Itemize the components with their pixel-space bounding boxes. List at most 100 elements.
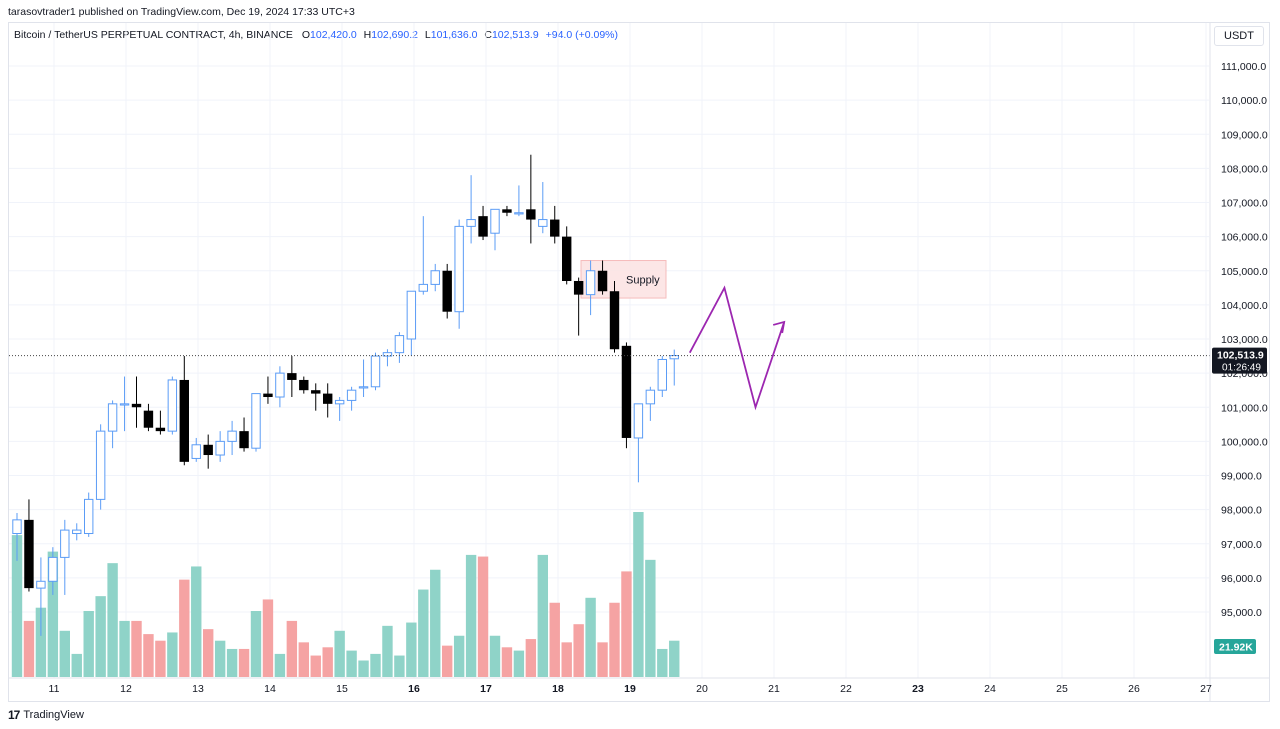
candle [179, 356, 189, 466]
price-tick-label: 100,000.0 [1221, 436, 1268, 448]
candle-body [60, 529, 70, 558]
volume-bar [370, 653, 381, 677]
volume-bar [11, 535, 23, 677]
candle [131, 376, 142, 428]
candle-body [358, 386, 369, 389]
candle [382, 349, 393, 367]
bar-countdown-label: 01:26:49 [1222, 363, 1261, 374]
candle-body [12, 519, 22, 535]
candles [12, 154, 679, 636]
candle [466, 175, 476, 244]
candle-body [526, 209, 536, 220]
symbol-title[interactable]: Bitcoin / TetherUS PERPETUAL CONTRACT, 4… [14, 29, 293, 41]
time-tick-label: 19 [624, 683, 636, 695]
candle [430, 263, 440, 292]
volume-bar [358, 660, 369, 677]
volume-bar [442, 645, 453, 677]
price-tick-label: 110,000.0 [1221, 95, 1267, 107]
candle-body [490, 208, 500, 234]
volume-bar [226, 648, 238, 677]
time-tick-label: 27 [1200, 683, 1212, 695]
candle [585, 260, 596, 316]
candle [12, 513, 22, 561]
volume-bar [203, 629, 214, 677]
candle-body [669, 355, 679, 360]
volume-bar [525, 639, 537, 677]
candle [633, 403, 644, 483]
volume-bar [250, 611, 262, 677]
time-tick-label: 21 [768, 683, 780, 695]
candle-body [466, 219, 476, 227]
candle [406, 290, 417, 357]
candle [167, 376, 178, 435]
volume-bar [477, 556, 489, 677]
volume-bar [346, 650, 357, 677]
candle-body [107, 403, 118, 432]
candle-body [562, 236, 572, 281]
price-tick-label: 101,000.0 [1221, 402, 1268, 414]
time-tick-label: 25 [1056, 683, 1068, 695]
candle-body [72, 529, 82, 535]
volume-bar [274, 653, 286, 677]
candle [191, 437, 201, 462]
candle-body [334, 399, 345, 405]
current-price-label: 102,513.9 [1217, 350, 1264, 362]
candle-body [657, 358, 667, 391]
candle-body [155, 427, 166, 432]
volume-bar [621, 571, 632, 677]
volume-badge-label: 21.92K [1219, 642, 1253, 654]
candle-body [442, 270, 452, 312]
volume-bar [179, 579, 190, 677]
candle [215, 431, 225, 462]
candle [454, 219, 464, 329]
volume-bar [238, 648, 250, 677]
candle [657, 356, 667, 398]
volume-bar [465, 554, 477, 677]
candle [72, 523, 82, 541]
volume-bar [155, 640, 166, 677]
candle [36, 557, 46, 636]
candle-body [406, 290, 417, 340]
time-tick-label: 17 [480, 683, 492, 695]
candle [502, 205, 512, 217]
low-label: L [424, 29, 431, 41]
price-tick-label: 109,000.0 [1221, 129, 1268, 141]
candle [287, 356, 297, 398]
candle [299, 376, 309, 394]
candle-body [323, 393, 333, 404]
candle [263, 376, 273, 404]
volume-bar [430, 569, 441, 677]
price-tick-label: 106,000.0 [1221, 232, 1268, 244]
candle-body [95, 430, 106, 500]
volume-bar [537, 554, 548, 677]
chart-frame [8, 22, 1270, 702]
candle-body [239, 431, 249, 449]
candle-body [143, 410, 154, 428]
time-tick-label: 13 [192, 683, 204, 695]
candle [203, 434, 213, 469]
candle [358, 359, 369, 398]
candle-body [645, 389, 656, 405]
price-tick-label: 99,000.0 [1221, 471, 1262, 483]
candle [24, 499, 34, 592]
candle [442, 263, 452, 319]
time-tick-label: 23 [912, 683, 924, 695]
price-tick-label: 105,000.0 [1221, 266, 1268, 278]
tradingview-footer[interactable]: 17 TradingView [8, 708, 84, 722]
currency-selector[interactable]: USDT [1214, 26, 1264, 46]
volume-bar [298, 642, 309, 677]
candle [48, 547, 58, 595]
candle-body [275, 372, 285, 398]
volume-bar [23, 620, 35, 677]
brand-name: TradingView [23, 709, 84, 721]
volume-bar [167, 632, 178, 677]
candle [275, 366, 285, 408]
volume-bar [453, 635, 465, 677]
candle [573, 277, 584, 336]
price-tick-label: 103,000.0 [1221, 334, 1268, 346]
candle [107, 400, 118, 449]
volume-bar [214, 640, 226, 677]
price-tick-label: 98,000.0 [1221, 505, 1262, 517]
price-tick-label: 97,000.0 [1221, 539, 1262, 551]
